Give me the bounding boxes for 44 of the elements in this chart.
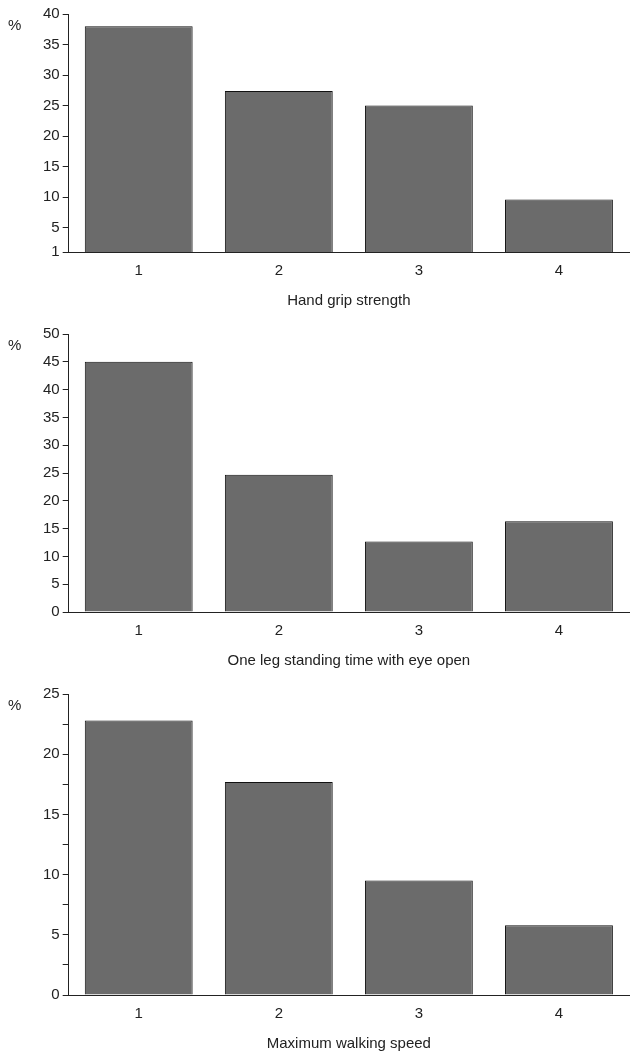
x-tick-label: 1 bbox=[134, 261, 143, 279]
x-tick-label: 2 bbox=[274, 1004, 283, 1022]
x-tick-label: 4 bbox=[554, 621, 564, 639]
y-tick-label: 15 bbox=[43, 804, 60, 822]
y-tick-label: 5 bbox=[51, 217, 60, 235]
y-tick-label: 30 bbox=[43, 435, 60, 453]
y-tick-label: 0 bbox=[51, 985, 60, 1003]
y-tick-label: 30 bbox=[43, 65, 60, 83]
y-tick-label: 20 bbox=[43, 126, 60, 144]
y-tick-label: 20 bbox=[43, 744, 60, 762]
y-tick-label: 50 bbox=[43, 324, 60, 342]
y-tick-label: 25 bbox=[43, 463, 60, 481]
y-axis-title: % bbox=[8, 336, 22, 354]
x-axis-title: Maximum walking speed bbox=[266, 1034, 431, 1052]
y-tick-label: 10 bbox=[43, 187, 60, 205]
y-tick-label: 10 bbox=[43, 864, 60, 882]
x-axis-title: Hand grip strength bbox=[287, 291, 411, 309]
y-tick-label: 40 bbox=[43, 379, 60, 397]
y-tick-label: 20 bbox=[43, 490, 60, 508]
y-tick-label: 15 bbox=[43, 156, 60, 174]
y-tick-label: 0 bbox=[51, 602, 60, 620]
y-tick-label: 25 bbox=[43, 684, 60, 702]
x-tick-label: 3 bbox=[414, 1004, 424, 1022]
y-tick-label: 35 bbox=[43, 34, 60, 52]
y-axis-title: % bbox=[8, 16, 22, 34]
x-tick-label: 2 bbox=[274, 261, 283, 279]
x-axis-title: One leg standing time with eye open bbox=[227, 651, 471, 669]
x-tick-label: 3 bbox=[414, 621, 424, 639]
y-tick-label: 40 bbox=[43, 4, 60, 22]
x-tick-label: 2 bbox=[274, 621, 283, 639]
y-tick-label: 35 bbox=[43, 407, 60, 425]
x-tick-label: 1 bbox=[134, 621, 143, 639]
x-tick-label: 4 bbox=[554, 261, 564, 279]
y-tick-label: 15 bbox=[43, 518, 60, 536]
y-tick-label: 1 bbox=[51, 242, 60, 260]
x-tick-label: 1 bbox=[134, 1004, 143, 1022]
y-tick-label: 45 bbox=[43, 351, 60, 369]
x-tick-label: 3 bbox=[414, 261, 424, 279]
y-tick-label: 5 bbox=[51, 924, 60, 942]
y-tick-label: 5 bbox=[51, 574, 60, 592]
y-axis-title: % bbox=[8, 696, 22, 714]
y-tick-label: 10 bbox=[43, 546, 60, 564]
x-tick-label: 4 bbox=[554, 1004, 564, 1022]
y-tick-label: 25 bbox=[43, 95, 60, 113]
